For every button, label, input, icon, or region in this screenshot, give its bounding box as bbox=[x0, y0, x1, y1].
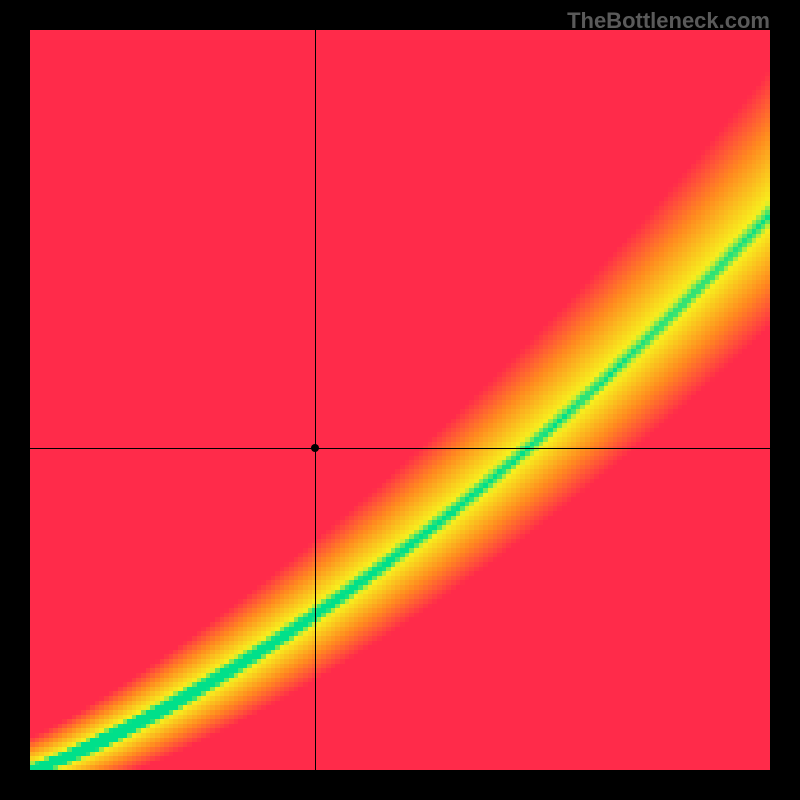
plot-area bbox=[30, 30, 770, 770]
crosshair-marker bbox=[311, 444, 319, 452]
crosshair-vertical bbox=[315, 30, 316, 770]
crosshair-horizontal bbox=[30, 448, 770, 449]
watermark-text: TheBottleneck.com bbox=[567, 8, 770, 34]
heatmap-canvas bbox=[30, 30, 770, 770]
